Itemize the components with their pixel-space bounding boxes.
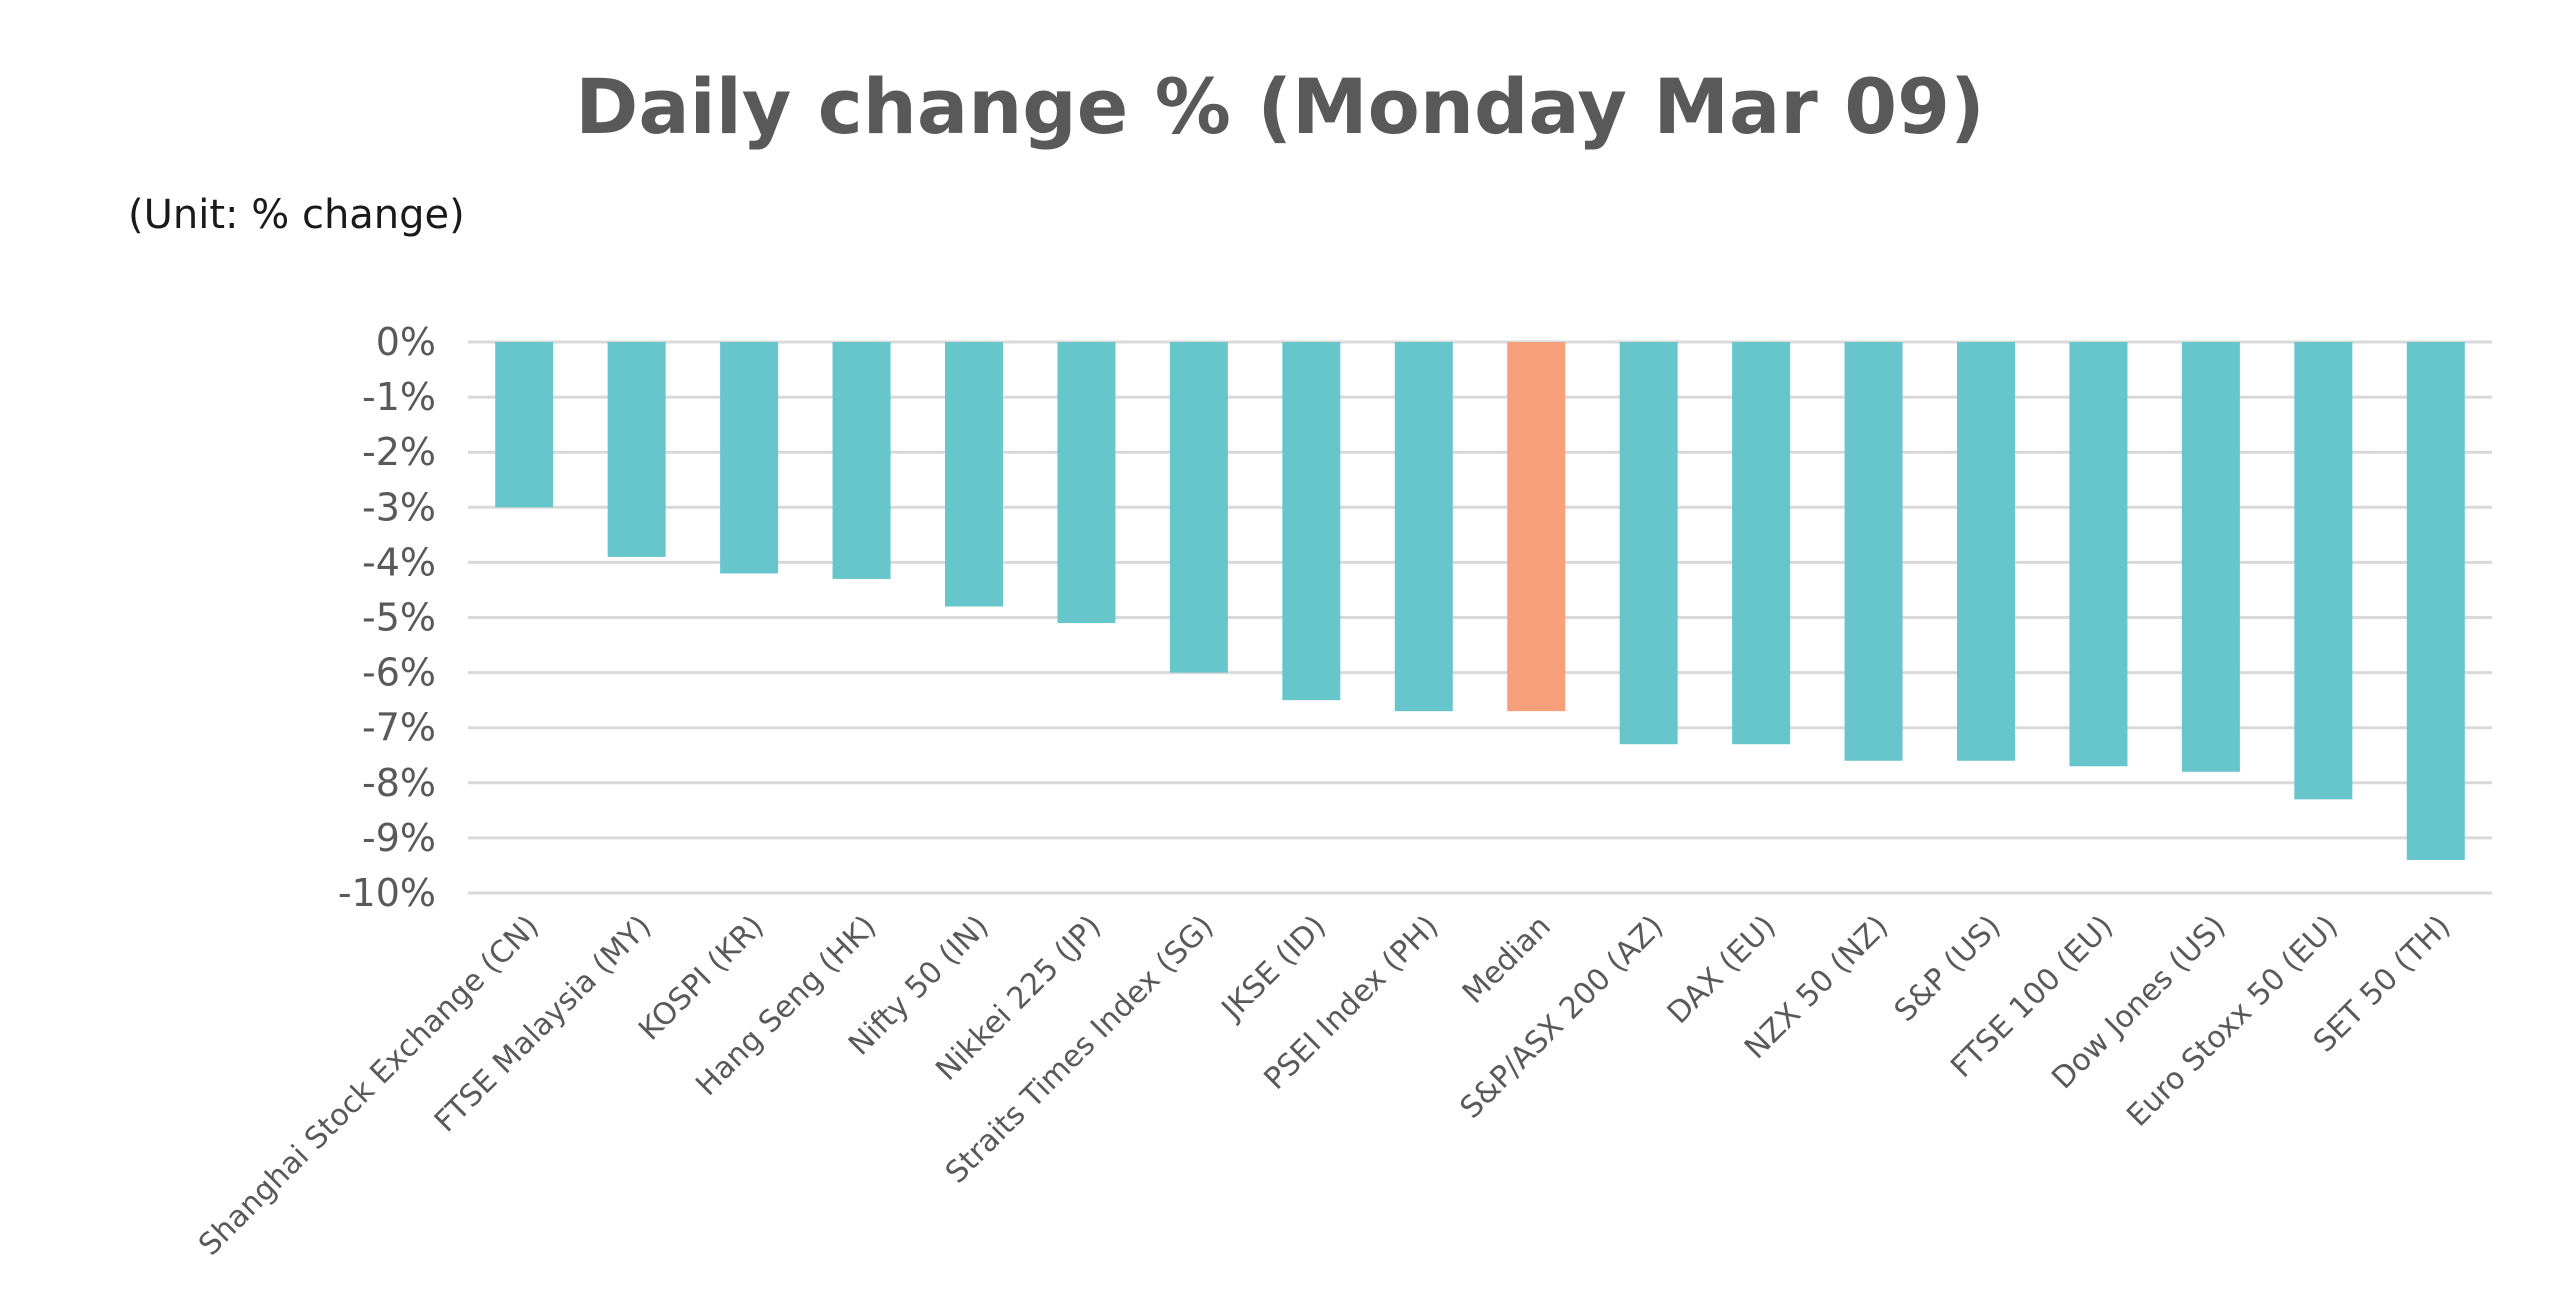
x-category-label: S&P/ASX 200 (AZ) [1454, 909, 1671, 1126]
x-category-label: JKSE (ID) [1214, 909, 1333, 1028]
bar-nzx-50-nz [1844, 342, 1903, 761]
y-tick-label: -7% [362, 706, 436, 750]
gridlines [468, 340, 2492, 895]
bar-ftse-malaysia-my [607, 342, 666, 557]
bar-hang-seng-hk [832, 342, 891, 579]
y-tick-label: 0% [376, 320, 436, 364]
y-tick-label: -5% [362, 596, 436, 640]
y-tick-label: -3% [362, 485, 436, 529]
y-tick-label: -1% [362, 375, 436, 419]
x-category-label: Euro Stoxx 50 (EU) [2120, 909, 2345, 1134]
bar-dax-eu [1732, 342, 1791, 745]
x-axis-labels: Shanghai Stock Exchange (CN)FTSE Malaysi… [192, 909, 2457, 1263]
bar-straits-times-index-sg [1169, 342, 1228, 673]
bars [495, 342, 2465, 860]
bar-set-50-th [2406, 342, 2465, 860]
y-axis-ticks: 0% -1% -2% -3% -4% -5% -6% -7% -8% -9% -10% [338, 320, 436, 915]
x-category-label: Median [1456, 909, 1558, 1011]
bar-shanghai-stock-exchange-cn [495, 342, 554, 508]
y-tick-label: -6% [362, 651, 436, 695]
chart-title: Daily change % (Monday Mar 09) [575, 62, 1985, 151]
y-tick-label: -4% [362, 540, 436, 584]
x-category-label: S&P (US) [1888, 909, 2008, 1029]
bar-nifty-50-in [945, 342, 1003, 607]
y-tick-label: -8% [362, 761, 436, 805]
bar-median [1507, 342, 1566, 712]
bar-s-p-asx-200-az [1619, 342, 1678, 745]
y-tick-label: -2% [362, 430, 436, 474]
bar-psei-index-ph [1394, 342, 1453, 712]
y-tick-label: -10% [338, 871, 436, 915]
bar-jkse-id [1282, 342, 1341, 701]
bar-s-p-us [1957, 342, 2015, 761]
bar-kospi-kr [720, 342, 779, 574]
x-category-label: FTSE Malaysia (MY) [428, 909, 658, 1139]
bar-ftse-100-eu [2069, 342, 2128, 767]
bar-dow-jones-us [2181, 342, 2240, 772]
chart-subtitle: (Unit: % change) [128, 192, 465, 238]
bar-nikkei-225-jp [1057, 342, 1116, 624]
y-tick-label: -9% [362, 816, 436, 860]
x-category-label: DAX (EU) [1661, 909, 1783, 1031]
bar-euro-stoxx-50-eu [2294, 342, 2353, 800]
